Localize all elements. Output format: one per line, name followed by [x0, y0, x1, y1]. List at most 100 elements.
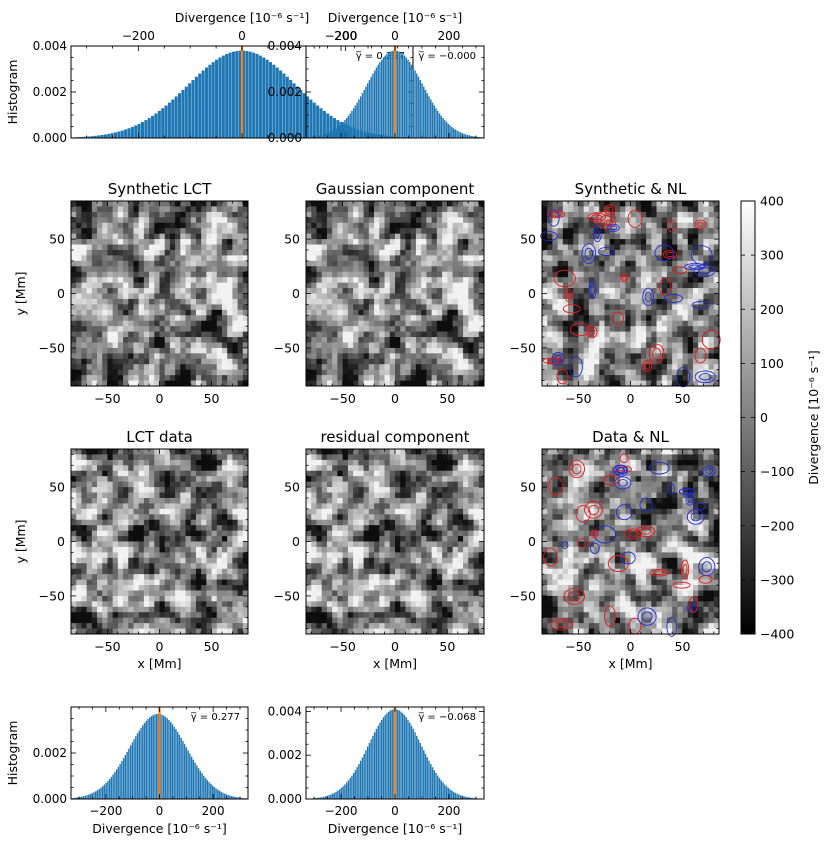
heatmap-cell	[232, 481, 238, 488]
heatmap-cell	[175, 211, 181, 218]
heatmap-cell	[604, 347, 611, 354]
heatmap-cell	[431, 266, 438, 273]
heatmap-cell	[552, 337, 559, 343]
heatmap-cell	[206, 347, 212, 354]
heatmap-cell	[195, 304, 202, 311]
heatmap-cell	[426, 217, 433, 224]
heatmap-cell	[478, 260, 485, 267]
heatmap-cell	[175, 508, 181, 515]
histogram-bar	[440, 780, 443, 799]
heatmap-cell	[76, 315, 82, 322]
heatmap-cell	[594, 293, 600, 300]
histogram-bar	[349, 778, 351, 799]
heatmap-cell	[201, 364, 207, 371]
heatmap-cell	[661, 249, 668, 256]
heatmap-cell	[133, 304, 140, 311]
histogram-bar	[180, 737, 182, 799]
heatmap-cell	[583, 304, 590, 311]
heatmap-cell	[71, 364, 77, 371]
heatmap-cell	[216, 206, 223, 213]
heatmap-cell	[316, 222, 323, 229]
heatmap-cell	[76, 309, 82, 316]
heatmap-cell	[703, 217, 709, 224]
heatmap-cell	[609, 233, 616, 240]
heatmap-cell	[562, 266, 569, 273]
heatmap-cell	[311, 304, 317, 311]
histogram-bar	[194, 762, 196, 799]
heatmap-cell	[128, 508, 134, 515]
heatmap-cell	[708, 347, 715, 354]
heatmap-cell	[557, 347, 564, 354]
heatmap-cell	[656, 239, 663, 245]
heatmap-cell	[227, 217, 233, 224]
heatmap-cell	[164, 239, 171, 245]
heatmap-cell	[112, 454, 119, 461]
heatmap-cell	[415, 244, 422, 251]
heatmap-cell	[347, 347, 354, 354]
heatmap-cell	[117, 304, 124, 311]
heatmap-cell	[311, 228, 317, 235]
heatmap-cell	[568, 266, 574, 273]
heatmap-cell	[326, 233, 333, 240]
heatmap-cell	[594, 249, 600, 256]
histogram-bar	[419, 80, 421, 138]
heatmap-cell	[221, 380, 228, 387]
heatmap-cell	[117, 369, 124, 376]
heatmap-cell	[682, 304, 689, 311]
heatmap-cell	[468, 293, 474, 300]
heatmap-cell	[195, 260, 202, 267]
heatmap-cell	[169, 497, 176, 504]
heatmap-cell	[436, 298, 443, 305]
heatmap-cell	[86, 228, 93, 235]
heatmap-cell	[86, 288, 93, 294]
heatmap-cell	[316, 233, 323, 240]
heatmap-cell	[542, 277, 548, 284]
heatmap-cell	[128, 519, 134, 526]
heatmap-cell	[347, 249, 354, 256]
histogram-bar	[451, 126, 453, 138]
heatmap-cell	[463, 211, 469, 218]
heatmap-cell	[102, 358, 108, 365]
histogram-bar	[347, 780, 350, 799]
heatmap-cell	[71, 465, 77, 472]
heatmap-cell	[625, 271, 631, 278]
heatmap-cell	[107, 244, 114, 251]
heatmap-cell	[164, 211, 171, 218]
heatmap-cell	[473, 326, 480, 332]
histogram-bar	[440, 115, 443, 138]
heatmap-cell	[185, 206, 192, 213]
heatmap-cell	[614, 206, 621, 213]
histogram-bar	[231, 51, 235, 138]
heatmap-cell	[588, 249, 595, 256]
heatmap-cell	[583, 222, 590, 229]
heatmap-cell	[232, 514, 238, 521]
heatmap-cell	[185, 304, 192, 311]
heatmap-cell	[661, 320, 668, 327]
heatmap-cell	[123, 525, 129, 532]
heatmap-cell	[81, 239, 88, 245]
heatmap-cell	[306, 260, 312, 267]
heatmap-cell	[221, 454, 228, 461]
heatmap-cell	[426, 304, 433, 311]
heatmap-cell	[117, 353, 124, 360]
heatmap-cell	[698, 206, 704, 213]
heatmap-cell	[81, 347, 88, 354]
heatmap-cell	[97, 304, 103, 311]
heatmap-cell	[195, 514, 202, 521]
heatmap-cell	[468, 239, 474, 245]
heatmap-cell	[353, 315, 359, 322]
heatmap-cell	[557, 222, 564, 229]
heatmap-cell	[578, 277, 585, 284]
heatmap-cell	[568, 380, 574, 387]
heatmap-cell	[159, 309, 166, 316]
heatmap-cell	[415, 293, 422, 300]
heatmap-cell	[599, 331, 605, 338]
heatmap-cell	[452, 255, 459, 262]
heatmap-cell	[379, 271, 385, 278]
heatmap-cell	[347, 353, 354, 360]
heatmap-cell	[552, 298, 559, 305]
heatmap-cell	[342, 277, 349, 284]
heatmap-cell	[431, 358, 438, 365]
heatmap-cell	[180, 380, 186, 387]
heatmap-cell	[656, 380, 663, 387]
